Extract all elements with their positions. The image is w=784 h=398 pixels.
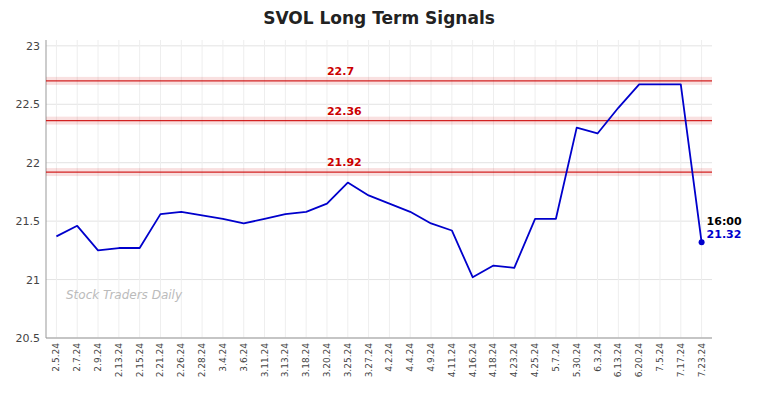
y-grid-line [46, 45, 712, 46]
x-tick-label: 6.13.24 [613, 343, 623, 378]
x-tick-label: 3.4.24 [218, 343, 228, 372]
hline [46, 120, 712, 121]
y-grid-line [46, 221, 712, 222]
title: SVOL Long Term Signals [263, 8, 495, 28]
x-tick-label: 3.11.24 [260, 343, 270, 378]
x-tick-label: 7.23.24 [697, 343, 707, 378]
hline-band [46, 77, 712, 85]
hline-band [46, 117, 712, 125]
x-tick-label: 2.7.24 [72, 343, 82, 372]
x-tick-label: 2.15.24 [135, 343, 145, 378]
watermark: Stock Traders Daily [66, 288, 183, 302]
y-grid-line [46, 338, 712, 339]
x-tick-label: 4.9.24 [426, 343, 436, 372]
x-tick-label: 4.11.24 [447, 343, 457, 378]
x-tick-label: 3.27.24 [364, 343, 374, 378]
chart: SVOL Long Term Signals 20.5 21 21.5 22 22.5 23… [0, 0, 784, 398]
x-tick-label: 5.7.24 [551, 343, 561, 372]
point-label: 21.32 [707, 228, 742, 241]
x-tick-label: 2.26.24 [176, 343, 186, 378]
y-grid-line [46, 162, 712, 163]
x-tick-label: 4.2.24 [384, 343, 394, 372]
x-tick-label: 3.20.24 [322, 343, 332, 378]
x-tick-label: 3.13.24 [280, 343, 290, 378]
x-tick-label: 2.21.24 [155, 343, 165, 378]
x-tick-label: 2.9.24 [93, 343, 103, 372]
x-tick-label: 3.25.24 [343, 343, 353, 378]
y-grid-line [46, 104, 712, 105]
y-tick-label: 21 [26, 274, 40, 287]
x-tick-label: 7.5.24 [655, 343, 665, 372]
y-tick-label: 21.5 [16, 215, 41, 228]
hline-label: 22.7 [327, 65, 354, 78]
hline-band [46, 168, 712, 176]
hline-label: 22.36 [327, 105, 362, 118]
x-tick-label: 2.13.24 [114, 343, 124, 378]
x-tick-label: 6.3.24 [593, 343, 603, 372]
y-tick-label: 22.5 [16, 98, 41, 111]
x-tick-label: 3.6.24 [239, 343, 249, 372]
x-tick-label: 4.25.24 [530, 343, 540, 378]
x-tick-label: 4.16.24 [468, 343, 478, 378]
x-tick-label: 4.18.24 [488, 343, 498, 378]
y-tick-label: 22 [26, 157, 40, 170]
hline [46, 80, 712, 81]
x-tick-label: 3.18.24 [301, 343, 311, 378]
hline-label: 21.92 [327, 156, 362, 169]
plot-area [46, 77, 712, 277]
x-tick-label: 4.23.24 [509, 343, 519, 378]
y-tick-label: 20.5 [16, 332, 41, 345]
x-tick-label: 2.5.24 [51, 343, 61, 372]
x-tick-label: 7.17.24 [676, 343, 686, 378]
price-line [56, 84, 701, 277]
x-tick-label: 2.28.24 [197, 343, 207, 378]
y-tick-label: 23 [26, 40, 40, 53]
hline [46, 171, 712, 172]
x-axis-line [46, 338, 712, 339]
y-grid-line [46, 279, 712, 280]
x-tick-label: 5.30.24 [572, 343, 582, 378]
x-tick-label: 6.20.24 [634, 343, 644, 378]
point-label: 16:00 [707, 215, 742, 228]
x-tick-label: 4.4.24 [405, 343, 415, 372]
endpoint-dot [699, 239, 705, 245]
